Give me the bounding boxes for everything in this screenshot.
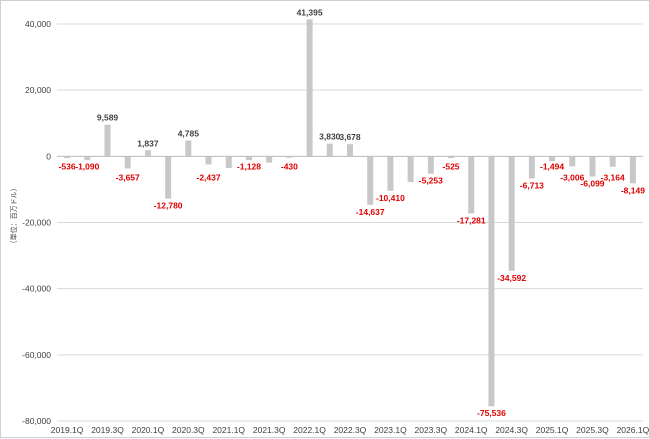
bar [326,143,333,157]
data-label: -10,410 [376,193,405,203]
y-tick-label: 40,000 [25,19,51,29]
data-label: -3,006 [560,172,584,182]
data-label: 4,785 [178,129,200,139]
data-label: -525 [443,161,460,171]
x-tick-label: 2026.1Q [617,425,650,435]
data-label: -2,437 [196,172,220,182]
x-tick-label: 2022.3Q [334,425,367,435]
bar [488,156,495,407]
bar [144,150,151,157]
bar [367,156,374,205]
bar [245,156,252,161]
bar [266,156,273,163]
data-label: 1,837 [137,138,159,148]
data-label: -34,592 [497,273,526,283]
bar [427,156,434,174]
x-tick-label: 2023.1Q [374,425,407,435]
bar [306,19,313,157]
x-tick-label: 2024.3Q [495,425,528,435]
y-tick-label: -40,000 [22,284,51,294]
bar [104,124,111,157]
data-label: -1,128 [237,161,261,171]
data-label: 3,830 [319,132,341,142]
data-label: -3,164 [601,172,625,182]
y-tick-label: 0 [46,151,51,161]
bar [508,156,515,271]
data-label: -430 [281,161,298,171]
x-tick-label: 2019.3Q [91,425,124,435]
data-label: -5,253 [419,176,443,186]
data-label: -6,713 [520,181,544,191]
bar [589,156,596,177]
data-label: -536 [59,161,76,171]
bar [64,156,71,159]
bar [549,156,556,162]
data-label: 3,678 [339,132,361,142]
x-tick-label: 2022.1Q [293,425,326,435]
x-tick-label: 2023.3Q [415,425,448,435]
data-label: -6,099 [580,179,604,189]
x-tick-label: 2020.3Q [172,425,205,435]
y-tick-label: -20,000 [22,218,51,228]
x-tick-label: 2021.1Q [212,425,245,435]
bar [165,156,172,199]
data-label: -12,780 [154,201,183,211]
bar [185,140,192,157]
bar [225,156,232,168]
x-tick-label: 2024.1Q [455,425,488,435]
data-label: -8,149 [621,185,645,195]
bar [448,156,455,159]
data-label: -17,281 [457,216,486,226]
bar [629,156,636,184]
y-tick-label: 20,000 [25,85,51,95]
data-label: -3,657 [116,172,140,182]
bar [468,156,475,214]
bar [347,144,353,157]
bar [205,156,212,165]
data-label: -75,536 [477,408,506,418]
data-label: -1,494 [540,161,564,171]
data-label: -1,090 [75,161,99,171]
bar [124,156,131,169]
y-tick-label: -60,000 [22,350,51,360]
bar [569,156,576,167]
data-label: 9,589 [97,113,119,123]
bar [387,156,394,191]
y-axis-label: （単位：百万ドル） [9,184,18,247]
data-label: 41,395 [297,7,323,17]
y-tick-label: -80,000 [22,416,51,426]
bar [84,156,91,160]
x-tick-label: 2021.3Q [253,425,286,435]
x-tick-label: 2019.1Q [51,425,84,435]
bar [609,156,616,167]
x-tick-label: 2020.1Q [132,425,165,435]
bar [407,156,414,183]
x-tick-label: 2025.3Q [576,425,609,435]
bar [528,156,535,179]
bar [286,156,293,158]
x-tick-label: 2025.1Q [536,425,569,435]
data-label: -14,637 [356,207,385,217]
